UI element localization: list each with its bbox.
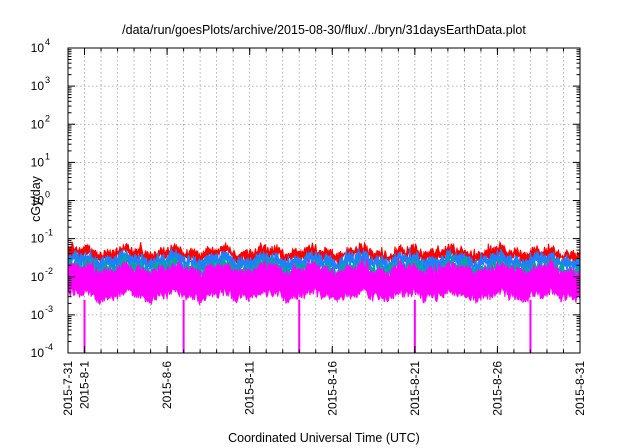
y-tick-label: 10: [31, 308, 45, 322]
series-dropout: [182, 299, 185, 353]
y-tick-label: 10: [31, 232, 45, 246]
y-tick-label: 10: [31, 155, 45, 169]
plot-area: [67, 240, 581, 353]
y-tick-exponent: -2: [45, 266, 53, 276]
series-dropout: [298, 299, 301, 353]
chart-title: /data/run/goesPlots/archive/2015-08-30/f…: [122, 23, 526, 37]
x-tick-label: 2015-8-16: [325, 361, 339, 416]
y-tick-exponent: 0: [45, 190, 50, 200]
y-axis-label: cGy/day: [29, 175, 43, 222]
y-tick-exponent: 2: [45, 113, 50, 123]
x-tick-label: 2015-8-6: [160, 361, 174, 409]
series-dropout: [529, 299, 532, 353]
y-tick-exponent: -1: [45, 228, 53, 238]
y-tick-label: 10: [31, 79, 45, 93]
series-dropout: [83, 299, 86, 353]
y-tick-exponent: 3: [45, 75, 50, 85]
y-tick-label: 10: [31, 41, 45, 55]
x-axis-label: Coordinated Universal Time (UTC): [228, 431, 420, 445]
grid: [68, 48, 580, 353]
x-tick-label: 2015-8-1: [78, 361, 92, 409]
x-tick-label: 2015-8-11: [243, 361, 257, 415]
x-tick-label: 2015-8-21: [408, 361, 422, 416]
y-tick-exponent: -3: [45, 304, 53, 314]
x-tick-label: 2015-8-31: [573, 361, 587, 416]
y-tick-label: 10: [31, 270, 45, 284]
y-tick-label: 10: [31, 346, 45, 360]
x-tick-labels: 2015-7-31 2015-8-1 2015-8-6 2015-8-11 2015-8…: [61, 361, 587, 416]
y-tick-exponent: 1: [45, 151, 50, 161]
x-tick-label: 2015-8-26: [490, 361, 504, 416]
y-tick-exponent: 4: [45, 37, 50, 47]
series-dropout: [413, 299, 416, 353]
y-tick-exponent: -4: [45, 342, 53, 352]
y-tick-label: 10: [31, 194, 45, 208]
axis-ticks: [67, 47, 581, 354]
y-tick-label: 10: [31, 117, 45, 131]
x-tick-label: 2015-7-31: [61, 361, 75, 416]
